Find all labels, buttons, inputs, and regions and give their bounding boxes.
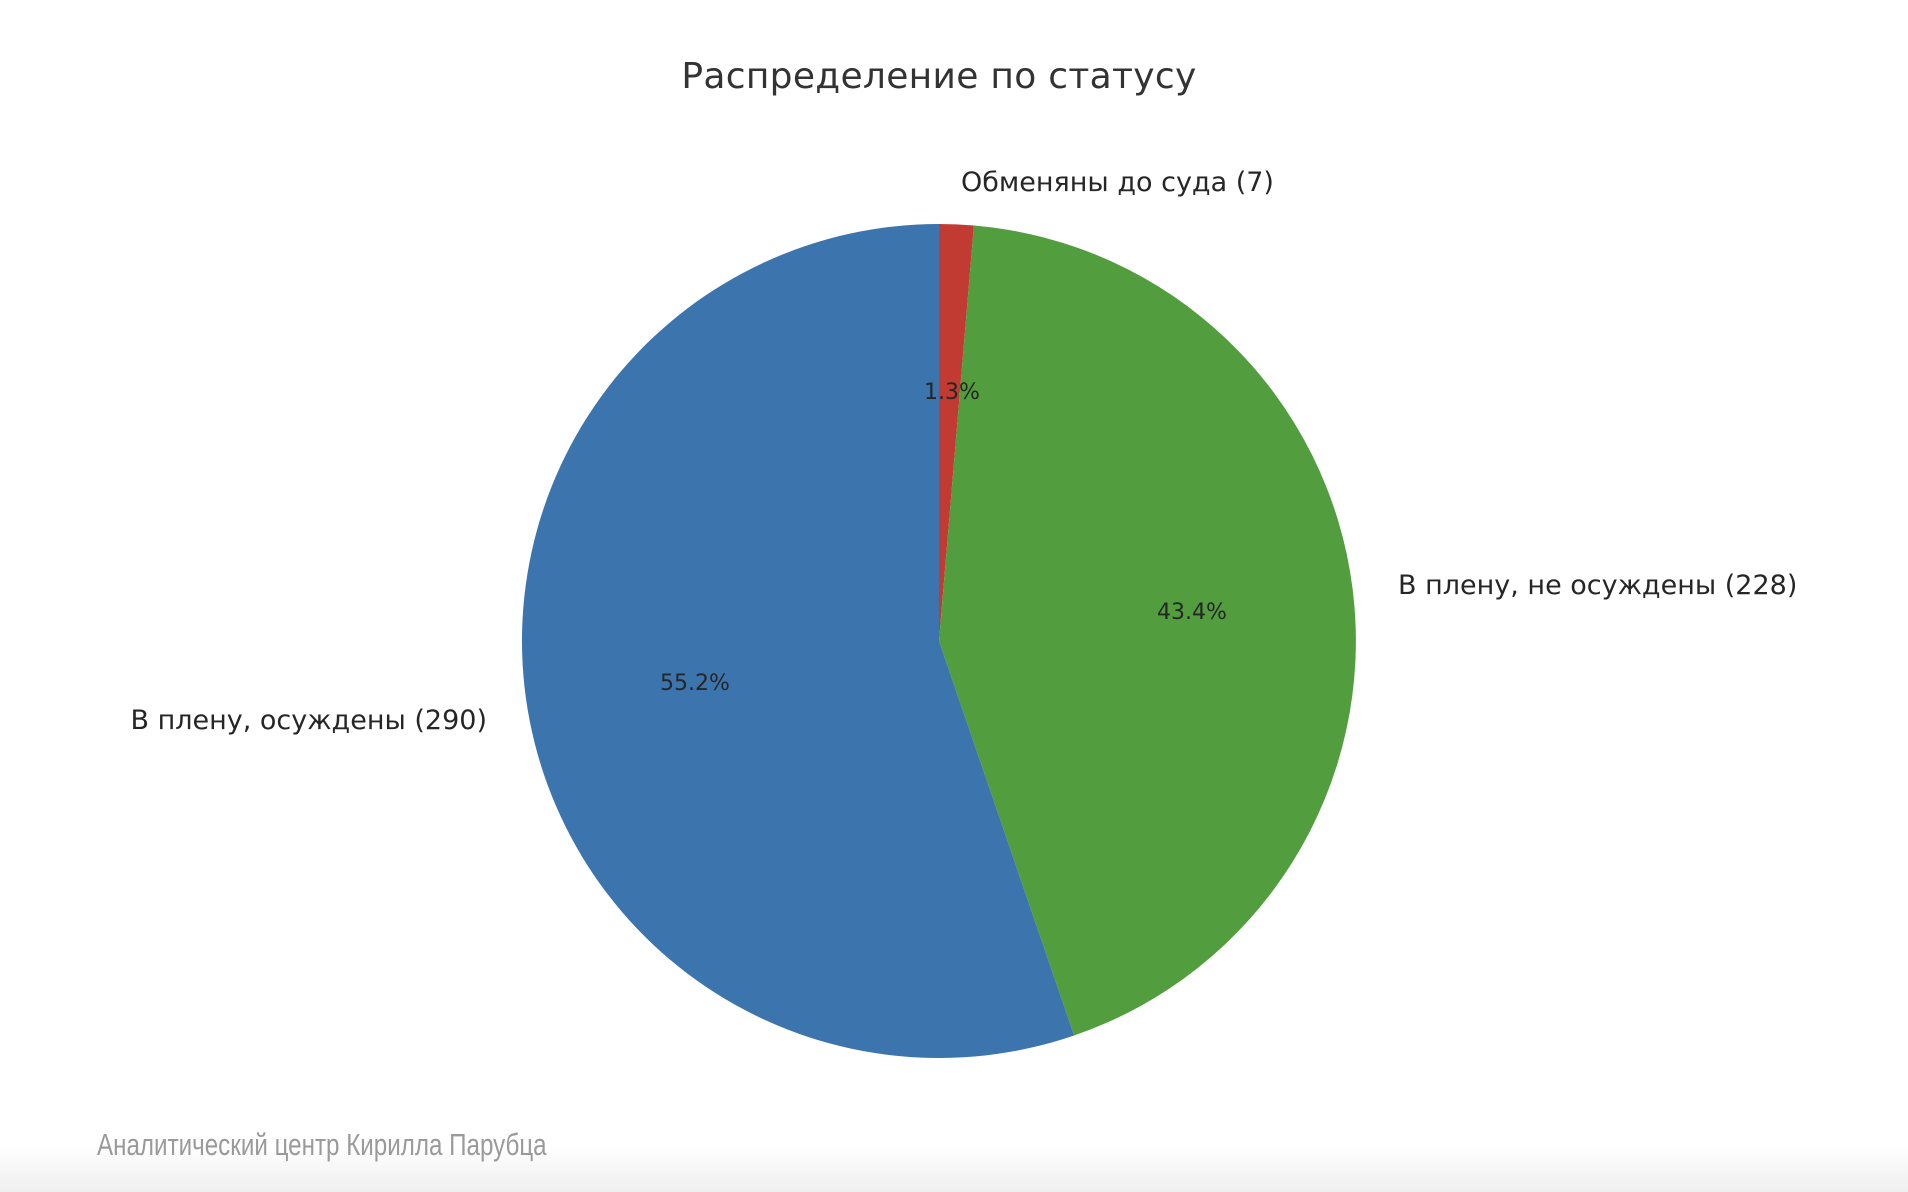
label-convicted: В плену, осуждены (290) <box>130 705 487 736</box>
label-not-convicted: В плену, не осуждены (228) <box>1398 570 1798 601</box>
chart-title: Распределение по статусу <box>681 56 1197 97</box>
pct-exchanged: 1.3% <box>924 380 980 405</box>
slice-not-convicted <box>939 225 1356 1036</box>
pct-convicted: 55.2% <box>660 671 730 696</box>
slice-exchanged <box>939 224 974 641</box>
watermark: Аналитический центр Кирилла Парубца <box>97 1127 547 1162</box>
label-exchanged: Обменяны до суда (7) <box>961 167 1274 198</box>
pct-not-convicted: 43.4% <box>1157 600 1227 625</box>
bottom-fade <box>0 1146 1908 1192</box>
slice-convicted <box>521 224 1075 1058</box>
